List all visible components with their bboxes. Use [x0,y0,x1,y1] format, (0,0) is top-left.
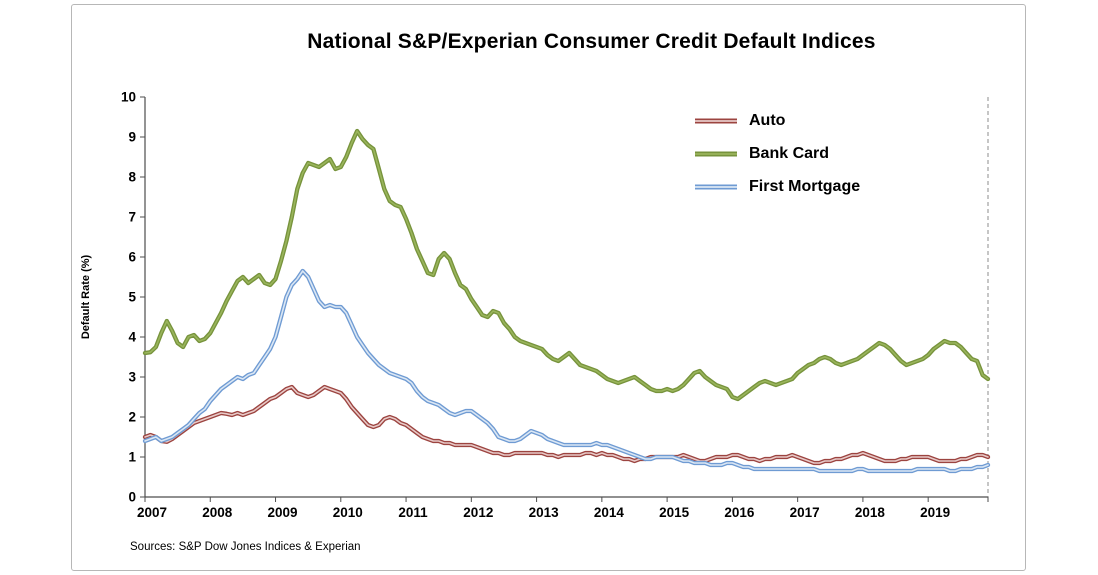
legend: Auto Bank Card First Mortgage [693,112,860,196]
legend-item-bank-card: Bank Card [693,145,860,163]
svg-text:2017: 2017 [790,505,820,520]
first-mortgage-line-sample [695,184,737,190]
svg-text:9: 9 [128,130,136,145]
chart-title: National S&P/Experian Consumer Credit De… [307,30,876,53]
svg-text:4: 4 [128,330,136,345]
svg-text:2018: 2018 [855,505,886,520]
svg-text:2015: 2015 [659,505,690,520]
svg-text:2: 2 [128,410,136,425]
svg-text:2016: 2016 [724,505,755,520]
svg-text:2012: 2012 [463,505,493,520]
legend-label-auto: Auto [749,112,786,129]
svg-text:2013: 2013 [529,505,560,520]
svg-text:2019: 2019 [920,505,950,520]
legend-item-first-mortgage: First Mortgage [693,178,860,196]
svg-text:5: 5 [128,290,136,305]
svg-text:2010: 2010 [333,505,363,520]
bank-card-line-sample [695,151,737,157]
auto-line-sample [695,118,737,124]
svg-text:7: 7 [128,210,136,225]
svg-text:2011: 2011 [398,505,428,520]
legend-item-auto: Auto [693,112,860,130]
chart-frame [71,4,1026,571]
legend-label-first-mortgage: First Mortgage [749,178,861,195]
svg-text:10: 10 [121,90,136,105]
source-note: Sources: S&P Dow Jones Indices & Experia… [130,541,361,553]
legend-label-bank-card: Bank Card [749,145,830,162]
svg-text:2009: 2009 [268,505,298,520]
svg-text:0: 0 [128,490,136,505]
svg-text:8: 8 [128,170,136,185]
svg-text:2014: 2014 [594,505,625,520]
svg-text:6: 6 [128,250,136,265]
svg-text:3: 3 [128,370,136,385]
svg-text:2008: 2008 [202,505,233,520]
svg-text:1: 1 [128,450,136,465]
svg-text:2007: 2007 [137,505,167,520]
